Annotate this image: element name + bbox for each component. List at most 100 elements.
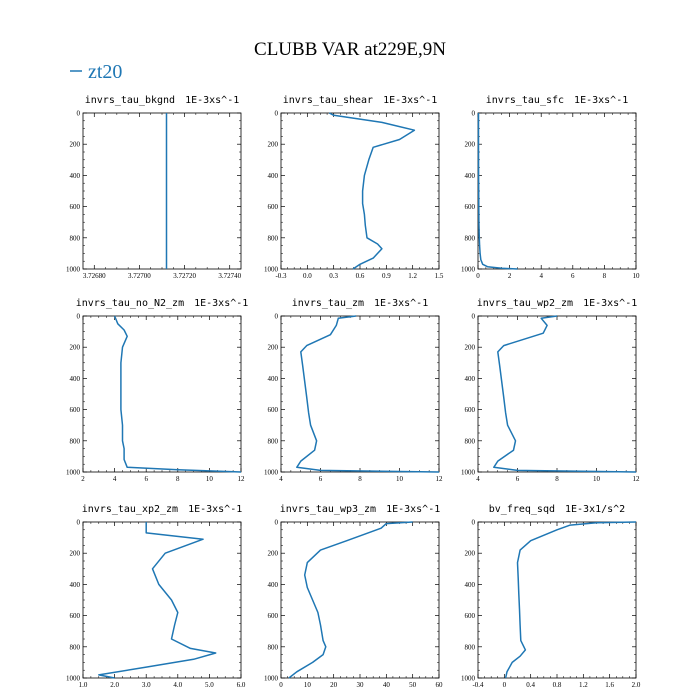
y-tick-label: 1000 bbox=[66, 675, 81, 683]
y-tick-label: 600 bbox=[70, 203, 81, 211]
y-tick-label: 800 bbox=[268, 643, 279, 651]
x-tick-label: 3.72740 bbox=[218, 272, 241, 280]
y-tick-label: 200 bbox=[465, 344, 476, 352]
y-tick-label: 1000 bbox=[461, 469, 476, 477]
x-tick-label: 0.9 bbox=[382, 272, 391, 280]
panel-title-name: invrs_tau_no_N2_zm bbox=[76, 298, 184, 309]
x-tick-label: 6.0 bbox=[237, 681, 246, 689]
plot-frame bbox=[477, 112, 637, 270]
panel-title-name: invrs_tau_sfc bbox=[486, 95, 564, 106]
panel-1: invrs_tau_bkgnd 1E-3xs^-1 3.72680 3.72700 3.… bbox=[66, 95, 242, 280]
y-tick-label: 200 bbox=[70, 550, 81, 558]
y-tick-label: 1000 bbox=[66, 266, 81, 274]
x-tick-label: 3.72700 bbox=[128, 272, 151, 280]
x-tick-label: 3.0 bbox=[142, 681, 151, 689]
y-tick-label: 400 bbox=[465, 581, 476, 589]
x-tick-label: 1.5 bbox=[435, 272, 444, 280]
plot-frame bbox=[477, 315, 637, 473]
x-tick-label: 4 bbox=[279, 475, 283, 483]
y-tick-label: 200 bbox=[70, 141, 81, 149]
y-tick-label: 400 bbox=[268, 375, 279, 383]
y-tick-label: 1000 bbox=[264, 266, 279, 274]
panel-title: invrs_tau_shear 1E-3xs^-1 bbox=[283, 95, 438, 106]
panel-title-units: 1E-3xs^-1 bbox=[574, 95, 628, 106]
panel-title-name: invrs_tau_bkgnd bbox=[85, 95, 175, 106]
x-tick-label: 10 bbox=[396, 475, 404, 483]
y-tick-label: 0 bbox=[275, 313, 279, 321]
legend: zt20 bbox=[70, 61, 122, 83]
panel-6: invrs_tau_wp2_zm 1E-3xs^-1 4 6 8 10 12 0 200 400 6… bbox=[461, 298, 640, 483]
x-tick-label: 0.6 bbox=[356, 272, 365, 280]
x-tick-label: -0.3 bbox=[275, 272, 287, 280]
panel-8: invrs_tau_wp3_zm 1E-3xs^-10 10 20 30 40 50 6002… bbox=[264, 504, 443, 689]
y-tick-label: 0 bbox=[472, 519, 476, 527]
x-tick-label: 5.0 bbox=[205, 681, 214, 689]
panel-title: invrs_tau_no_N2_zm 1E-3xs^-1 bbox=[76, 298, 249, 309]
panel-title: invrs_tau_wp2_zm 1E-3xs^-1 bbox=[477, 298, 638, 309]
x-tick-label: 0.0 bbox=[303, 272, 312, 280]
y-tick-label: 0 bbox=[472, 313, 476, 321]
series-line-zt20 bbox=[493, 315, 637, 473]
y-tick-label: 1000 bbox=[264, 469, 279, 477]
x-tick-label: 0 bbox=[476, 272, 480, 280]
x-tick-label: 10 bbox=[593, 475, 601, 483]
y-tick-label: 1000 bbox=[461, 675, 476, 683]
x-tick-label: 1.0 bbox=[79, 681, 88, 689]
panel-title-units: 1E-3xs^-1 bbox=[383, 95, 437, 106]
panel-title-name: invrs_tau_xp2_zm bbox=[82, 504, 178, 515]
plot-frame bbox=[82, 521, 242, 679]
panel-3: invrs_tau_sfc 1E-3xs^-1 0 2 4 6 8 10 0 200 400 600 8… bbox=[461, 95, 640, 280]
y-tick-label: 200 bbox=[268, 344, 279, 352]
x-tick-label: 0 bbox=[503, 681, 507, 689]
y-tick-label: 600 bbox=[268, 203, 279, 211]
panel-title: invrs_tau_zm 1E-3xs^-1 bbox=[292, 298, 428, 309]
y-tick-label: 1000 bbox=[66, 469, 81, 477]
panel-4: invrs_tau_no_N2_zm 1E-3xs^-1 2 4 6 8 10 12 0 200 4… bbox=[66, 298, 248, 483]
y-tick-label: 800 bbox=[70, 643, 81, 651]
y-tick-label: 600 bbox=[70, 406, 81, 414]
x-tick-label: 0.8 bbox=[553, 681, 562, 689]
x-tick-label: 6 bbox=[144, 475, 148, 483]
x-tick-label: 10 bbox=[206, 475, 214, 483]
x-tick-label: 2.0 bbox=[110, 681, 119, 689]
x-tick-label: 4 bbox=[539, 272, 543, 280]
y-tick-label: 400 bbox=[70, 172, 81, 180]
x-tick-label: 2 bbox=[81, 475, 85, 483]
panel-title-units: 1E-3xs^-1 bbox=[188, 504, 242, 515]
figure-title: CLUBB VAR at229E,9N bbox=[254, 39, 446, 60]
x-tick-label: 2.0 bbox=[632, 681, 641, 689]
panel-2: invrs_tau_shear 1E-3xs^-1 -0.3 0.0 0.3 0.6 0.9… bbox=[264, 95, 444, 280]
y-tick-label: 400 bbox=[70, 375, 81, 383]
panel-title: invrs_tau_xp2_zm 1E-3xs^-1 bbox=[82, 504, 243, 515]
x-tick-label: 10 bbox=[633, 272, 641, 280]
x-tick-label: 4.0 bbox=[173, 681, 182, 689]
y-tick-label: 0 bbox=[77, 110, 81, 118]
panel-title: invrs_tau_wp3_zm 1E-3xs^-1 bbox=[280, 504, 441, 515]
plot-frame bbox=[280, 521, 440, 679]
panel-title-name: invrs_tau_wp3_zm bbox=[280, 504, 376, 515]
y-tick-label: 600 bbox=[465, 203, 476, 211]
panel-title-name: invrs_tau_zm bbox=[292, 298, 364, 309]
x-tick-label: 60 bbox=[436, 681, 444, 689]
panel-title: invrs_tau_sfc 1E-3xs^-1 bbox=[486, 95, 628, 106]
x-tick-label: 50 bbox=[409, 681, 417, 689]
y-tick-label: 800 bbox=[268, 234, 279, 242]
panel-title-units: 1E-3x1/s^2 bbox=[565, 504, 625, 515]
y-tick-label: 600 bbox=[465, 612, 476, 620]
y-tick-label: 800 bbox=[465, 643, 476, 651]
y-tick-label: 800 bbox=[70, 234, 81, 242]
series-line-zt20 bbox=[288, 521, 413, 679]
y-tick-label: 200 bbox=[268, 550, 279, 558]
panel-title-name: invrs_tau_shear bbox=[283, 95, 373, 106]
y-tick-label: 0 bbox=[472, 110, 476, 118]
x-tick-label: 3.72720 bbox=[173, 272, 196, 280]
panel-title: invrs_tau_bkgnd 1E-3xs^-1 bbox=[85, 95, 240, 106]
x-tick-label: 6 bbox=[516, 475, 520, 483]
y-tick-label: 0 bbox=[275, 110, 279, 118]
y-tick-label: 0 bbox=[275, 519, 279, 527]
y-tick-label: 600 bbox=[70, 612, 81, 620]
y-tick-label: 1000 bbox=[461, 266, 476, 274]
x-tick-label: 30 bbox=[357, 681, 365, 689]
panel-title: bv_freq_sqd 1E-3x1/s^2 bbox=[489, 504, 625, 515]
